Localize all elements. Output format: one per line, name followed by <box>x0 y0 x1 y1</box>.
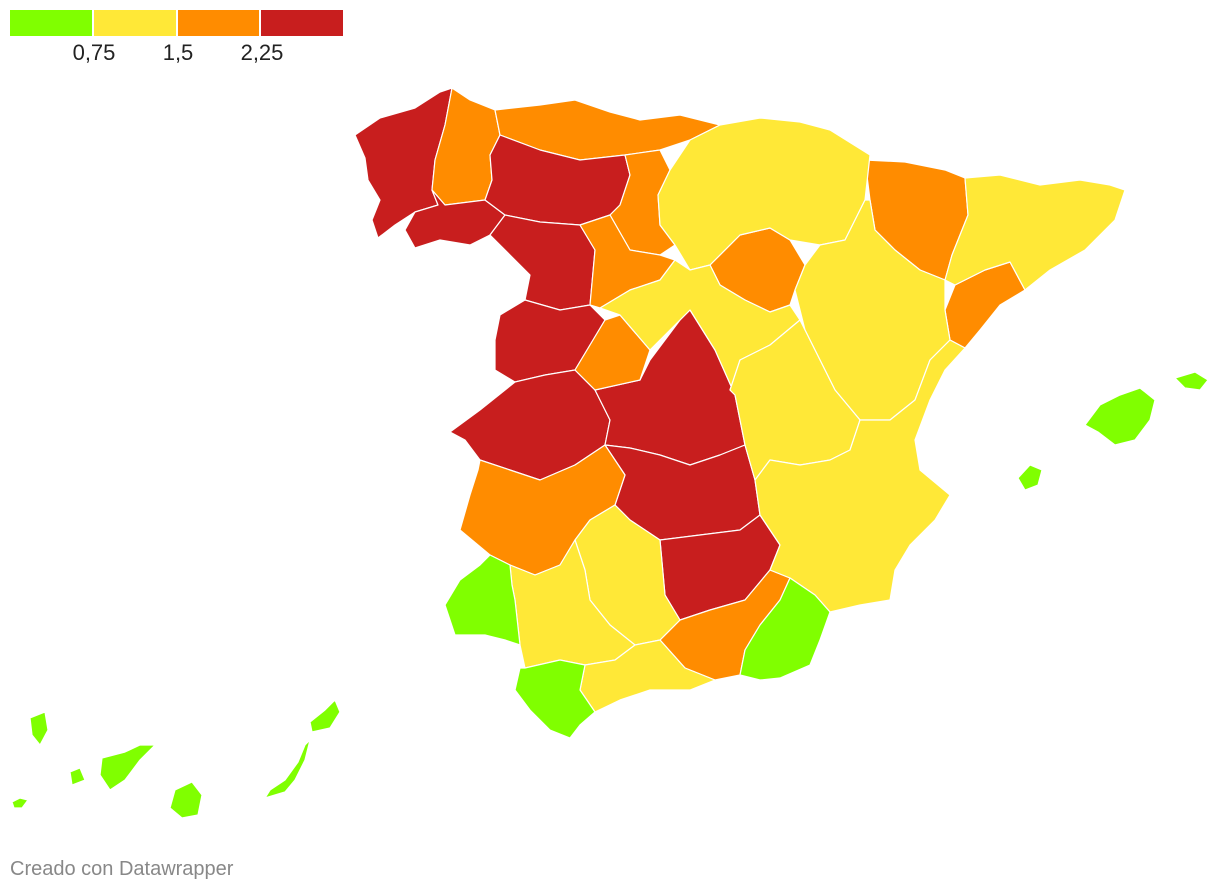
region-catalonia-north[interactable] <box>944 174 1126 291</box>
region-almeria[interactable] <box>739 577 831 681</box>
region-basque-navarra-rioja[interactable] <box>657 117 871 271</box>
legend-swatch-4 <box>261 10 343 36</box>
region-burgos[interactable] <box>609 149 676 256</box>
region-menorca[interactable] <box>1174 371 1209 391</box>
region-mallorca[interactable] <box>1084 387 1156 446</box>
legend-swatch-1 <box>10 10 92 36</box>
region-avila[interactable] <box>574 314 651 391</box>
region-canary-islands[interactable] <box>11 699 341 819</box>
legend-label-3: 2,25 <box>240 40 284 65</box>
legend-label-1: 0,75 <box>72 40 116 65</box>
legend-swatch-2 <box>93 10 176 36</box>
datawrapper-credit: Creado con Datawrapper <box>10 858 234 880</box>
region-ibiza[interactable] <box>1017 464 1043 491</box>
legend-swatch-3 <box>177 10 260 36</box>
color-legend: 0,75 1,5 2,25 <box>10 10 345 70</box>
region-ourense[interactable] <box>404 189 506 249</box>
region-cadiz[interactable] <box>514 659 596 739</box>
region-valencia-murcia[interactable] <box>754 339 966 613</box>
region-huelva[interactable] <box>444 554 521 646</box>
region-zamora[interactable] <box>489 214 596 311</box>
legend-bar <box>10 10 345 36</box>
legend-label-2: 1,5 <box>162 40 194 65</box>
